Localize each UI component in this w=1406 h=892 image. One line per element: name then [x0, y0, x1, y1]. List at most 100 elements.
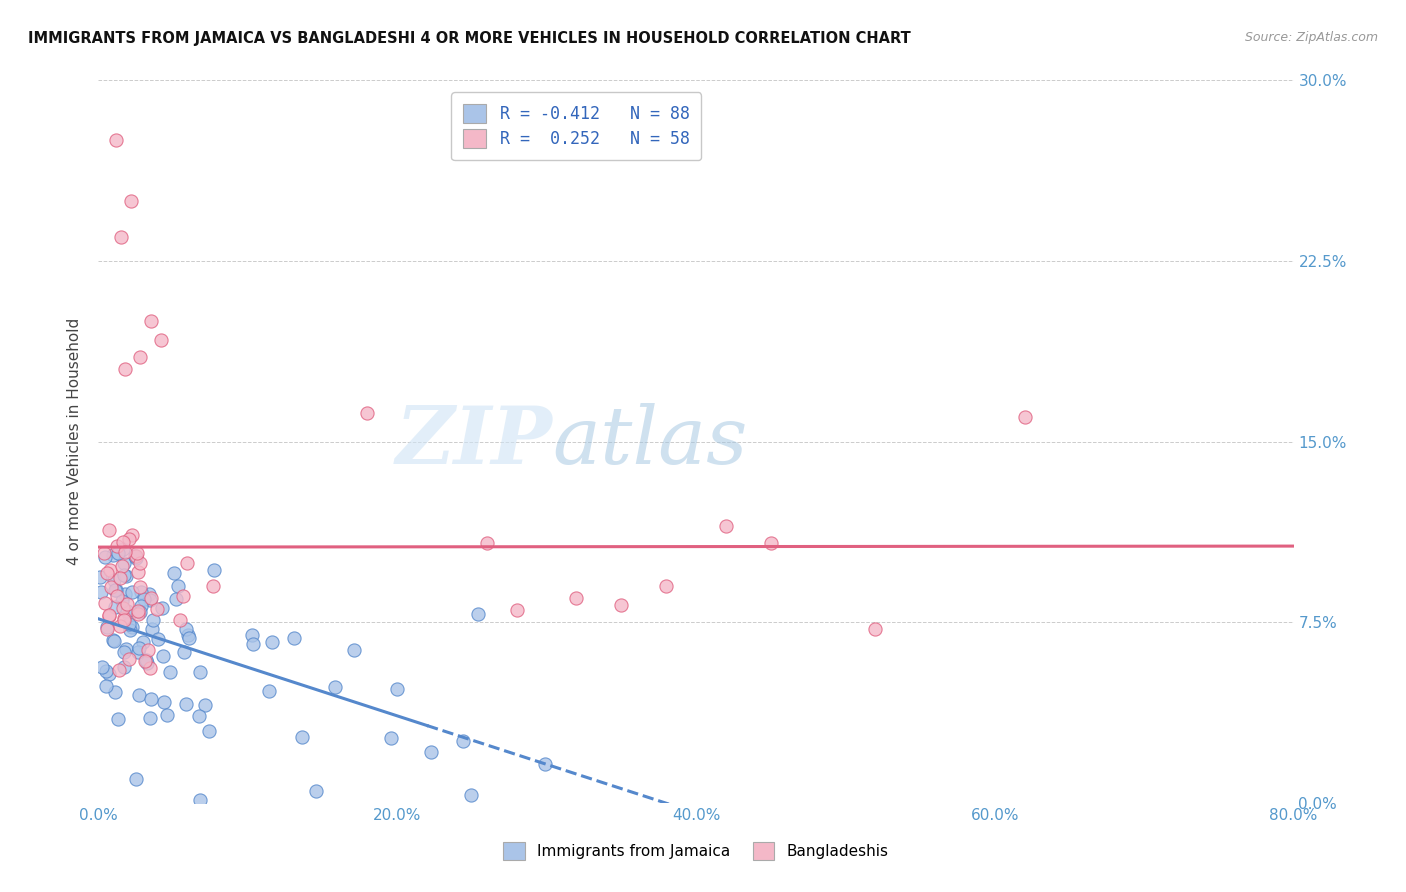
Point: [759, 535, 782, 549]
Point: [132, 635, 155, 649]
Point: [101, 548, 124, 562]
Point: [129, 580, 152, 594]
Point: [188, 793, 211, 807]
Point: [127, 546, 149, 560]
Point: [128, 640, 150, 655]
Text: IMMIGRANTS FROM JAMAICA VS BANGLADESHI 4 OR MORE VEHICLES IN HOUSEHOLD CORRELATI: IMMIGRANTS FROM JAMAICA VS BANGLADESHI 4…: [28, 31, 911, 46]
Point: [128, 689, 150, 703]
Point: [125, 772, 148, 786]
Point: [343, 642, 366, 657]
Point: [96, 620, 118, 634]
Point: [104, 600, 127, 615]
Point: [305, 783, 328, 797]
Point: [139, 591, 162, 605]
Point: [139, 661, 162, 675]
Point: [146, 602, 169, 616]
Point: [120, 194, 142, 208]
Point: [111, 600, 134, 615]
Point: [103, 573, 125, 587]
Point: [118, 652, 141, 666]
Point: [97, 609, 120, 624]
Point: [534, 756, 557, 771]
Point: [129, 599, 152, 613]
Point: [240, 628, 263, 642]
Point: [115, 642, 138, 657]
Point: [103, 634, 125, 648]
Point: [565, 591, 588, 605]
Point: [176, 628, 198, 642]
Point: [115, 597, 138, 611]
Y-axis label: 4 or more Vehicles in Household: 4 or more Vehicles in Household: [67, 318, 83, 566]
Point: [153, 694, 176, 708]
Point: [108, 619, 131, 633]
Point: [112, 613, 135, 627]
Point: [134, 592, 156, 607]
Point: [114, 545, 136, 559]
Point: [139, 314, 162, 328]
Point: [142, 613, 165, 627]
Point: [118, 617, 141, 632]
Legend: Immigrants from Jamaica, Bangladeshis: Immigrants from Jamaica, Bangladeshis: [496, 835, 896, 867]
Point: [104, 684, 127, 698]
Point: [118, 623, 141, 637]
Point: [115, 568, 138, 582]
Point: [291, 731, 314, 745]
Point: [118, 608, 141, 623]
Point: [107, 664, 129, 678]
Point: [174, 622, 197, 636]
Point: [172, 589, 194, 603]
Point: [177, 631, 200, 645]
Point: [714, 518, 737, 533]
Point: [124, 549, 146, 564]
Point: [110, 230, 132, 244]
Point: [105, 133, 128, 147]
Point: [141, 691, 163, 706]
Point: [114, 587, 136, 601]
Point: [127, 645, 149, 659]
Point: [112, 610, 135, 624]
Point: [112, 645, 135, 659]
Text: Source: ZipAtlas.com: Source: ZipAtlas.com: [1244, 31, 1378, 45]
Point: [146, 632, 169, 647]
Point: [198, 724, 221, 739]
Point: [97, 667, 120, 681]
Point: [610, 599, 633, 613]
Point: [202, 563, 225, 577]
Point: [475, 535, 498, 549]
Point: [420, 745, 443, 759]
Point: [124, 550, 146, 565]
Point: [98, 563, 121, 577]
Point: [96, 622, 118, 636]
Point: [451, 734, 474, 748]
Point: [115, 605, 138, 619]
Point: [121, 527, 143, 541]
Point: [139, 711, 162, 725]
Point: [380, 731, 402, 745]
Point: [865, 623, 887, 637]
Point: [128, 556, 150, 570]
Point: [176, 556, 198, 570]
Point: [96, 566, 118, 581]
Point: [136, 643, 159, 657]
Point: [150, 334, 173, 348]
Point: [166, 579, 188, 593]
Point: [107, 546, 129, 560]
Point: [135, 656, 157, 670]
Point: [127, 604, 149, 618]
Point: [194, 698, 217, 712]
Point: [135, 653, 157, 667]
Point: [114, 362, 136, 376]
Point: [112, 568, 135, 582]
Point: [89, 570, 111, 584]
Point: [114, 556, 136, 570]
Point: [118, 532, 141, 546]
Point: [96, 679, 118, 693]
Point: [129, 585, 152, 599]
Point: [173, 645, 195, 659]
Point: [111, 559, 134, 574]
Point: [242, 637, 264, 651]
Point: [112, 535, 135, 549]
Text: ZIP: ZIP: [395, 403, 553, 480]
Point: [174, 697, 197, 711]
Point: [121, 620, 143, 634]
